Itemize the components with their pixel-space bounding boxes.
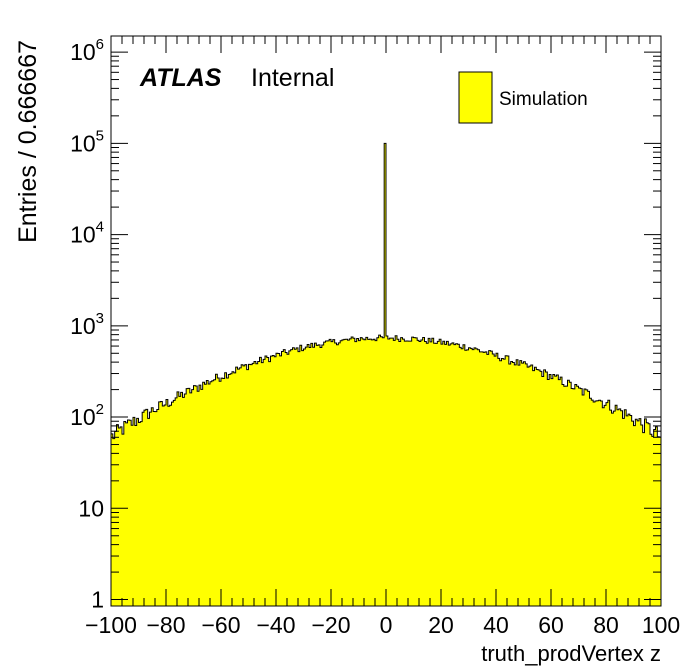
x-tick-label: −40 <box>256 612 295 638</box>
histogram-area <box>110 142 662 607</box>
y-tick-label: 106 <box>70 36 104 65</box>
x-tick-label: 80 <box>593 612 619 638</box>
y-tick-exponent: 4 <box>96 219 104 236</box>
x-tick-label: 60 <box>538 612 564 638</box>
x-axis: −100 −80 −60 −40 −20 0 20 40 60 80 100 <box>85 36 680 638</box>
y-tick-label: 1 <box>91 587 104 613</box>
internal-label: Internal <box>251 64 334 92</box>
y-tick-exponent: 2 <box>96 401 104 418</box>
y-tick-exponent: 6 <box>96 36 104 53</box>
legend-label: Simulation <box>499 89 588 110</box>
y-tick-label: 10 <box>78 495 104 521</box>
y-axis-title: Entries / 0.666667 <box>14 40 42 243</box>
y-tick-exponent: 5 <box>96 127 104 144</box>
x-tick-label: 100 <box>642 612 680 638</box>
atlas-label: ATLAS <box>139 64 222 92</box>
y-tick-label: 105 <box>70 127 104 156</box>
x-tick-label: −80 <box>146 612 185 638</box>
y-tick-label: 102 <box>70 401 104 430</box>
x-tick-label: −60 <box>201 612 240 638</box>
x-tick-label: −100 <box>85 612 137 638</box>
x-tick-label: −20 <box>311 612 350 638</box>
legend-swatch <box>458 71 493 124</box>
x-axis-title: truth_prodVertex z <box>481 641 661 666</box>
x-tick-label: 20 <box>428 612 454 638</box>
x-tick-label: 40 <box>483 612 509 638</box>
x-tick-label: 0 <box>380 612 393 638</box>
histogram-bars <box>110 142 662 607</box>
legend: Simulation <box>458 71 588 124</box>
y-tick-exponent: 3 <box>96 310 104 327</box>
y-tick-label: 104 <box>70 219 104 248</box>
y-tick-label: 103 <box>70 310 104 339</box>
